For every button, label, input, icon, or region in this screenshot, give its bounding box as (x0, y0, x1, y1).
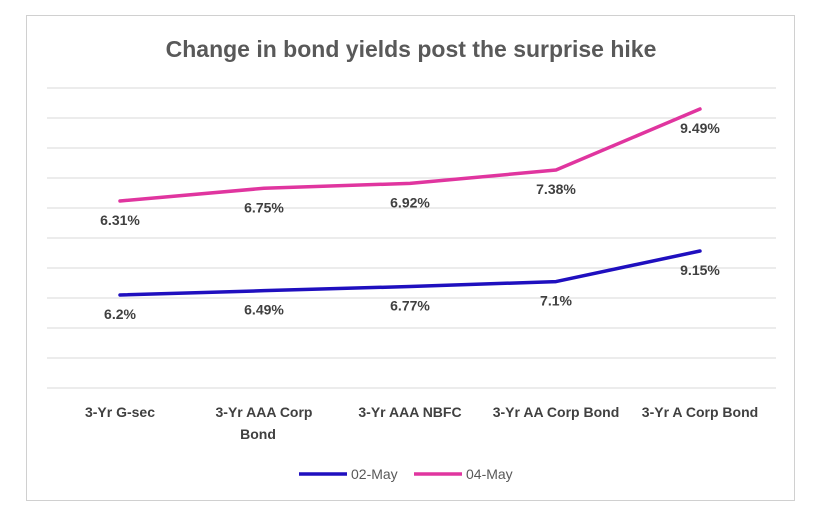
category-labels: 3-Yr G-sec 3-Yr AAA Corp Bond 3-Yr AAA NBFC… (85, 404, 758, 442)
data-label: 6.2% (104, 306, 136, 322)
data-label: 9.49% (680, 120, 720, 136)
data-label: 6.31% (100, 212, 140, 228)
legend: 02-May 04-May (299, 466, 513, 482)
gridlines (47, 87, 776, 389)
data-label: 7.1% (540, 293, 572, 309)
data-labels: 6.2% 6.49% 6.77% 7.1% 9.15% 6.31% 6.75% 6.92% 7.… (100, 120, 720, 322)
category-label: 3-Yr G-sec (85, 404, 155, 420)
data-label: 6.49% (244, 302, 284, 318)
chart-title: Change in bond yields post the surprise … (165, 36, 657, 62)
data-label: 6.77% (390, 297, 430, 313)
category-label: 3-Yr AAA Corp Bond (216, 404, 313, 442)
category-label: 3-Yr A Corp Bond (642, 404, 758, 420)
series-line-04-May (118, 107, 702, 203)
data-label: 7.38% (536, 181, 576, 197)
legend-label: 02-May (351, 466, 398, 482)
category-label: 3-Yr AA Corp Bond (493, 404, 620, 420)
data-label: 9.15% (680, 262, 720, 278)
series-line-02-May (118, 249, 702, 297)
category-label: 3-Yr AAA NBFC (358, 404, 461, 420)
data-label: 6.75% (244, 199, 284, 215)
series-lines (118, 107, 702, 297)
legend-label: 04-May (466, 466, 513, 482)
data-label: 6.92% (390, 194, 430, 210)
